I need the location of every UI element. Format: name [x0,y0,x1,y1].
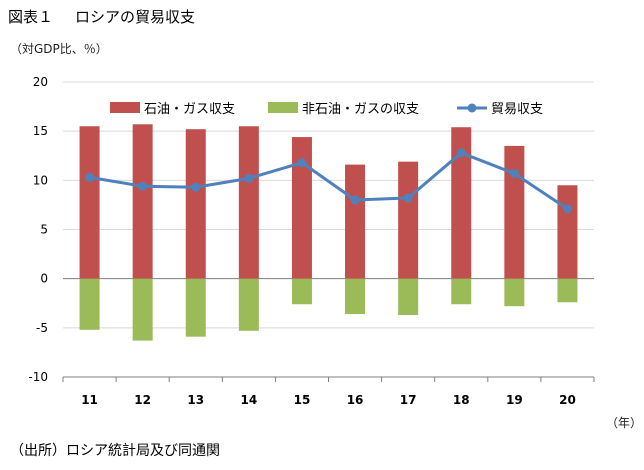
legend-trade-balance-marker [467,103,477,113]
bar-non-oil-gas [451,278,472,305]
bar-non-oil-gas [557,278,578,303]
bar-oil-gas [557,185,578,279]
y-tick-label: 0 [40,272,48,286]
trade-balance-point [350,195,360,205]
x-axis-unit-label: （年） [606,416,643,430]
y-tick-label: -10 [28,370,48,384]
x-tick-label: 14 [240,393,257,407]
bar-non-oil-gas [238,278,259,331]
y-tick-label: 20 [33,75,48,89]
trade-balance-point [509,168,519,178]
trade-balance-point [138,181,148,191]
bar-non-oil-gas [504,278,525,307]
figure-title: ロシアの貿易収支 [75,8,196,26]
figure-number: 図表１ [8,8,54,26]
bar-non-oil-gas [345,278,366,315]
legend-non-oil-gas-label: 非石油・ガスの収支 [302,102,419,117]
trade-balance-point [403,193,413,203]
bar-non-oil-gas [132,278,153,341]
bar-oil-gas [345,164,366,279]
legend-trade-balance-label: 貿易収支 [491,102,543,117]
x-tick-label: 18 [453,393,470,407]
legend-oil-gas-label: 石油・ガス収支 [144,102,235,117]
bar-non-oil-gas [291,278,312,305]
trade-balance-point [297,158,307,168]
y-axis-unit-label: （対GDP比、％） [10,42,108,56]
x-tick-label: 12 [134,393,151,407]
trade-balance-line [89,151,569,211]
trade-balance-point [85,172,95,182]
bar-oil-gas [291,137,312,279]
bar-non-oil-gas [398,278,419,316]
trade-balance-point [562,204,572,214]
y-tick-label: -5 [36,321,48,335]
x-tick-label: 20 [559,393,576,407]
legend-oil-gas-swatch [110,102,140,113]
x-tick-label: 17 [400,393,417,407]
chart-title: 図表１ ロシアの貿易収支 [8,6,195,27]
bar-oil-gas [504,145,525,279]
trade-balance-point [456,148,466,158]
x-tick-label: 13 [187,393,204,407]
x-tick-label: 15 [294,393,311,407]
trade-balance-point [244,173,254,183]
legend-non-oil-gas-swatch [268,102,298,113]
y-tick-label: 15 [33,124,48,138]
bar-non-oil-gas [79,278,100,330]
x-tick-label: 19 [506,393,523,407]
y-tick-label: 5 [40,223,48,237]
bar-oil-gas [132,124,153,279]
x-tick-label: 16 [347,393,364,407]
bar-oil-gas [238,126,259,279]
x-tick-label: 11 [81,393,98,407]
bar-oil-gas [79,126,100,279]
bar-oil-gas [398,161,419,279]
bar-oil-gas [185,129,206,279]
source-note: （出所）ロシア統計局及び同通関 [10,443,220,459]
bar-non-oil-gas [185,278,206,337]
trade-balance-point [191,182,201,192]
bar-oil-gas [451,127,472,279]
y-tick-label: 10 [33,173,48,187]
